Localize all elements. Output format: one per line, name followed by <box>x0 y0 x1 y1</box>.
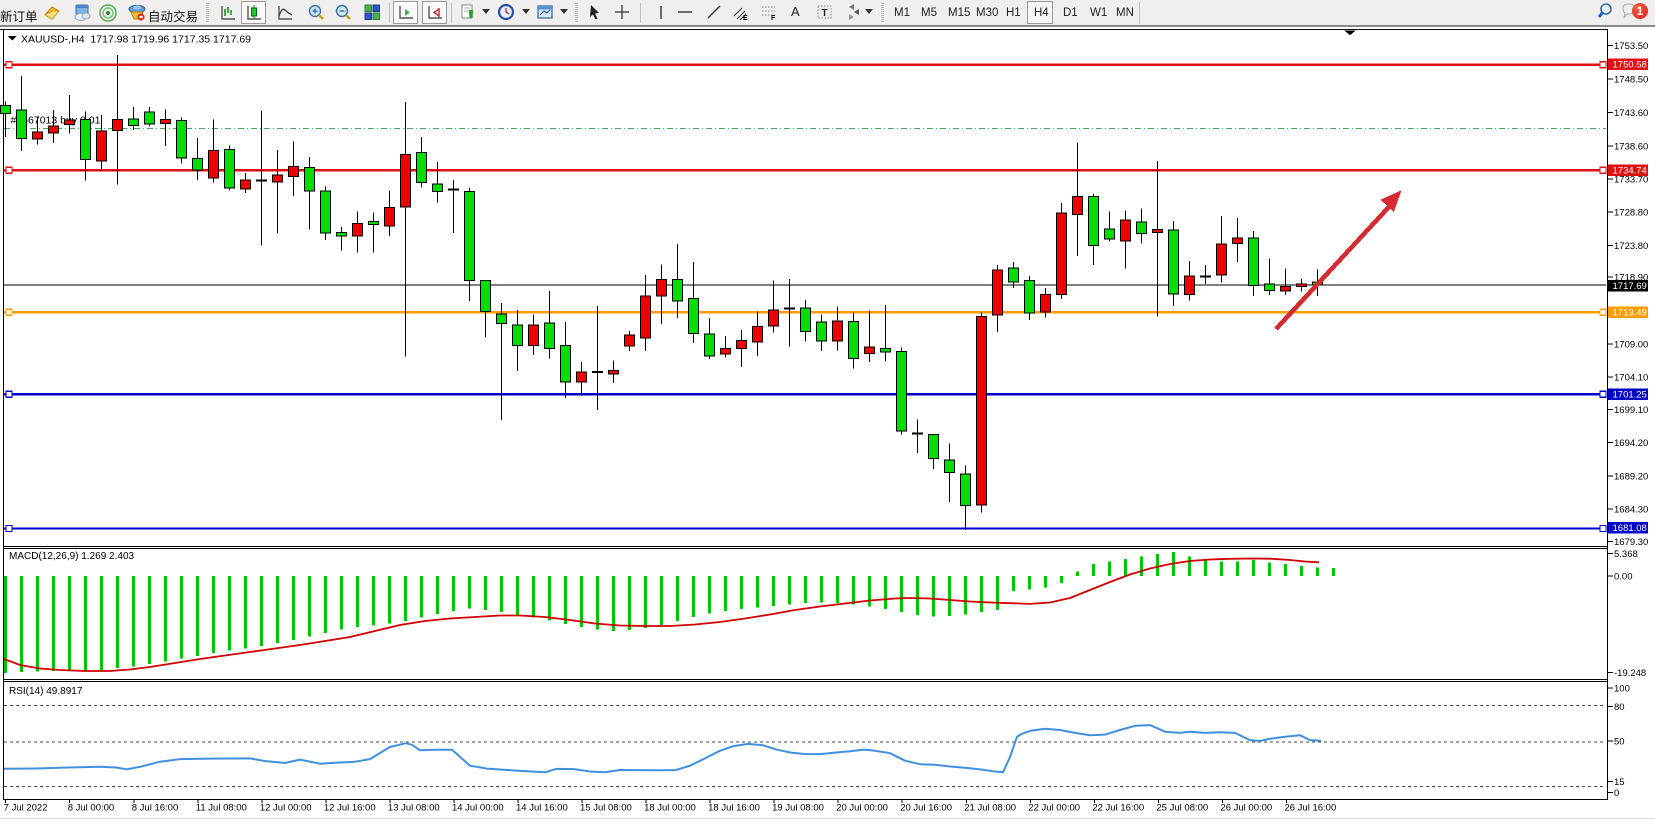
svg-text:14 Jul 00:00: 14 Jul 00:00 <box>452 803 504 814</box>
svg-text:21 Jul 08:00: 21 Jul 08:00 <box>964 803 1016 814</box>
svg-text:15 Jul 08:00: 15 Jul 08:00 <box>580 803 632 814</box>
svg-text:1689.20: 1689.20 <box>1614 471 1648 482</box>
svg-text:80: 80 <box>1614 702 1625 713</box>
svg-text:1684.30: 1684.30 <box>1614 505 1648 516</box>
svg-text:1699.10: 1699.10 <box>1614 405 1648 416</box>
svg-text:1694.20: 1694.20 <box>1614 438 1648 449</box>
svg-text:26 Jul 16:00: 26 Jul 16:00 <box>1284 803 1336 814</box>
svg-text:1679.30: 1679.30 <box>1614 537 1648 548</box>
svg-text:-19.248: -19.248 <box>1614 668 1646 679</box>
svg-text:5.368: 5.368 <box>1614 549 1638 560</box>
svg-text:1728.80: 1728.80 <box>1614 208 1648 219</box>
svg-text:18 Jul 00:00: 18 Jul 00:00 <box>644 803 696 814</box>
svg-text:1750.58: 1750.58 <box>1613 60 1647 71</box>
svg-text:8 Jul 16:00: 8 Jul 16:00 <box>132 803 178 814</box>
svg-text:1709.00: 1709.00 <box>1614 340 1648 351</box>
svg-text:1733.70: 1733.70 <box>1614 175 1648 186</box>
svg-text:0: 0 <box>1614 788 1619 799</box>
svg-text:1734.74: 1734.74 <box>1613 166 1647 177</box>
svg-text:15: 15 <box>1614 777 1625 788</box>
svg-text:8 Jul 00:00: 8 Jul 00:00 <box>68 803 114 814</box>
svg-text:1713.49: 1713.49 <box>1613 308 1647 319</box>
svg-text:50: 50 <box>1614 736 1625 747</box>
svg-text:XAUUSD-,H4 1717.98 1719.96 17: XAUUSD-,H4 1717.98 1719.96 1717.35 1717.… <box>21 34 251 46</box>
svg-text:7 Jul 2022: 7 Jul 2022 <box>4 803 48 814</box>
svg-text:100: 100 <box>1614 683 1630 694</box>
svg-text:20 Jul 00:00: 20 Jul 00:00 <box>836 803 888 814</box>
svg-text:1718.90: 1718.90 <box>1614 273 1648 284</box>
svg-text:1748.50: 1748.50 <box>1614 75 1648 86</box>
svg-text:22 Jul 16:00: 22 Jul 16:00 <box>1092 803 1144 814</box>
svg-text:1717.69: 1717.69 <box>1613 281 1647 292</box>
svg-text:E: E <box>743 15 748 22</box>
svg-text:20 Jul 16:00: 20 Jul 16:00 <box>900 803 952 814</box>
svg-text:1723.80: 1723.80 <box>1614 241 1648 252</box>
svg-text:25 Jul 08:00: 25 Jul 08:00 <box>1156 803 1208 814</box>
svg-text:MACD(12,26,9) 1.269 2.403: MACD(12,26,9) 1.269 2.403 <box>9 551 135 562</box>
svg-text:T: T <box>822 8 828 19</box>
svg-text:18 Jul 16:00: 18 Jul 16:00 <box>708 803 760 814</box>
svg-text:#9667013 buy 0.01: #9667013 buy 0.01 <box>11 115 101 127</box>
svg-text:26 Jul 00:00: 26 Jul 00:00 <box>1220 803 1272 814</box>
svg-text:1738.60: 1738.60 <box>1614 142 1648 153</box>
svg-text:14 Jul 16:00: 14 Jul 16:00 <box>516 803 568 814</box>
svg-text:1681.08: 1681.08 <box>1613 523 1647 534</box>
svg-text:11 Jul 08:00: 11 Jul 08:00 <box>196 803 247 814</box>
svg-text:0.00: 0.00 <box>1614 572 1633 583</box>
svg-text:19 Jul 08:00: 19 Jul 08:00 <box>772 803 824 814</box>
svg-text:22 Jul 00:00: 22 Jul 00:00 <box>1028 803 1080 814</box>
svg-text:RSI(14) 49.8917: RSI(14) 49.8917 <box>9 686 83 697</box>
svg-text:12 Jul 00:00: 12 Jul 00:00 <box>260 803 312 814</box>
svg-text:1753.50: 1753.50 <box>1614 41 1648 52</box>
svg-text:1701.25: 1701.25 <box>1613 390 1647 401</box>
svg-text:12 Jul 16:00: 12 Jul 16:00 <box>324 803 376 814</box>
svg-text:1704.10: 1704.10 <box>1614 372 1648 383</box>
svg-text:13 Jul 08:00: 13 Jul 08:00 <box>388 803 440 814</box>
svg-text:F: F <box>771 15 776 22</box>
svg-text:1743.60: 1743.60 <box>1614 108 1648 119</box>
